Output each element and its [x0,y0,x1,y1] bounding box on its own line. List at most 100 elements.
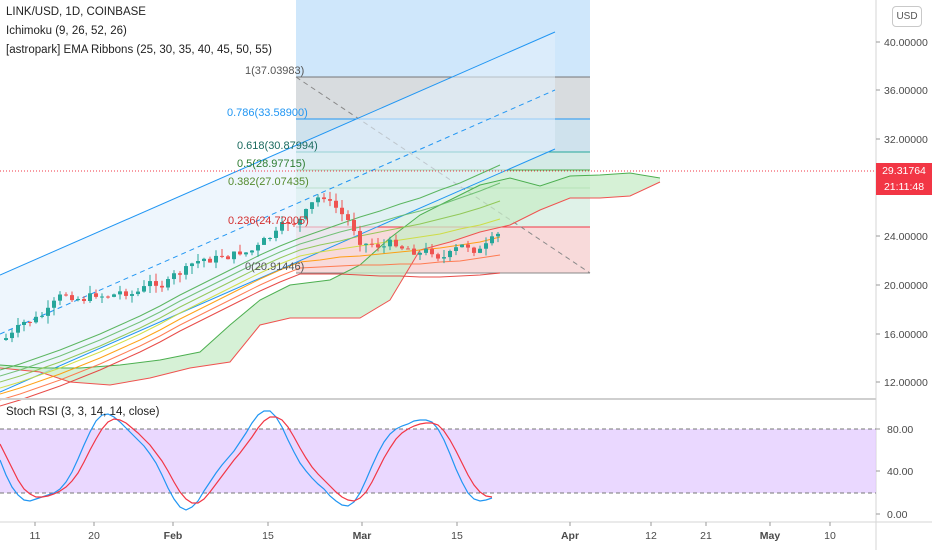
candle-body [160,285,164,288]
candle-body [382,246,386,248]
candle-body [202,258,206,262]
time-tick-label: Mar [353,530,372,542]
stoch-d-line [0,416,493,504]
ichimoku-legend[interactable]: Ichimoku (9, 26, 52, 26) [6,25,127,37]
price-tick-label: 40.00000 [884,37,928,49]
ema-ribbons [0,164,501,407]
cloud-fill [0,173,660,385]
candle-body [334,200,338,208]
candle-body [364,243,368,245]
currency-button[interactable]: USD [892,6,922,27]
candle-body [52,300,56,308]
candle-body [196,261,200,264]
candle-body [400,246,404,249]
fib-trend-line [295,76,591,274]
candle-body [190,263,194,267]
candle-body [184,266,188,275]
stoch-axis: 80.00 40.00 0.00 [876,424,913,521]
candle-body [40,315,44,317]
candle-body [490,236,494,244]
ema-ribbon-line [0,254,501,401]
candle-body [376,244,380,248]
candlesticks [4,191,500,343]
candle-body [370,243,374,245]
candle-body [358,231,362,245]
candle-body [430,248,434,255]
candle-body [136,291,140,295]
candle-body [466,244,470,248]
candle-body [238,251,242,255]
candle-body [406,248,410,250]
fib-level-label: 0.618(30.87994) [237,140,318,152]
candle-body [274,230,278,238]
stoch-rsi-legend[interactable]: Stoch RSI (3, 3, 14, 14, close) [6,406,160,418]
candle-body [412,248,416,255]
candle-body [16,324,20,333]
ema-ribbon-legend[interactable]: [astropark] EMA Ribbons (25, 30, 35, 40,… [6,44,272,56]
candle-body [460,244,464,248]
time-tick-label: Apr [561,530,579,542]
time-tick-label: 15 [262,530,274,542]
candle-body [286,222,290,224]
candle-body [292,223,296,225]
ema-ribbon-line [0,272,501,407]
candle-body [124,291,128,296]
candle-body [46,307,50,316]
candle-body [106,296,110,298]
candle-body [244,252,248,255]
stoch-rsi-pane [0,410,876,511]
candle-body [64,294,68,296]
ema-ribbon-line [0,200,501,383]
fib-level-label: 1(37.03983) [245,65,304,77]
candle-body [172,273,176,280]
candle-body [340,207,344,215]
candle-body [478,248,482,253]
parallel-channel[interactable] [0,31,556,393]
time-tick-label: May [760,530,781,542]
stoch-tick-label: 80.00 [887,424,913,436]
candle-body [418,252,422,255]
time-axis[interactable]: 11 20 Feb 15 Mar 15 Apr 12 21 May 10 [30,522,836,542]
fib-labels: 1(37.03983) 0.786(33.58900) 0.618(30.87994… [227,65,318,273]
candle-body [154,281,158,286]
stoch-band [0,429,876,493]
candle-body [256,244,260,251]
candle-body [118,291,122,295]
candle-body [346,214,350,220]
countdown-tag: 21:11:48 [876,179,932,195]
candle-body [352,219,356,232]
price-tick-label: 20.00000 [884,280,928,292]
candle-body [250,250,254,253]
channel-top [0,31,556,276]
price-tick-label: 24.00000 [884,231,928,243]
candle-body [442,257,446,259]
channel-mid [0,89,556,335]
price-tick-label: 36.00000 [884,85,928,97]
time-tick-label: 15 [451,530,463,542]
candle-body [88,293,92,301]
candle-body [304,208,308,219]
stoch-tick-label: 0.00 [887,509,908,521]
candle-body [262,238,266,245]
ema-ribbon-line [0,182,501,377]
senkou-span-b [0,181,661,386]
candle-body [424,248,428,253]
candle-body [58,294,62,301]
symbol-title: LINK/USD, 1D, COINBASE [6,6,146,18]
candle-body [112,294,116,297]
candle-body [394,239,398,247]
time-tick-label: Feb [164,530,183,542]
candle-body [436,254,440,259]
candle-body [214,255,218,263]
candle-body [268,237,272,239]
candle-body [70,295,74,301]
fib-level-label: 0.382(27.07435) [228,176,309,188]
candle-body [10,332,14,339]
candle-body [34,316,38,323]
candle-body [28,321,32,323]
candle-body [328,199,332,201]
ema-ribbon-line [0,236,501,395]
price-axis[interactable]: 40.0000036.0000032.0000028.0000024.00000… [876,37,928,389]
candle-body [130,294,134,296]
